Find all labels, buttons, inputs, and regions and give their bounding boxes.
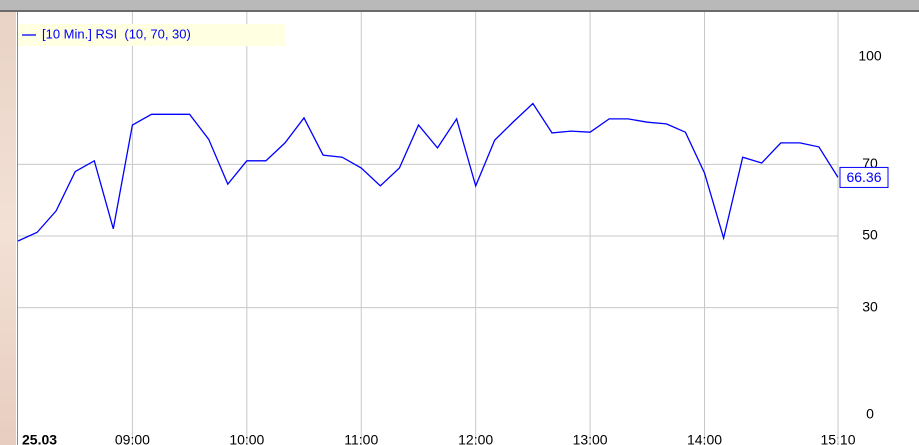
x-tick-label: 12:00 (458, 432, 493, 445)
x-tick-label: 10:00 (229, 432, 264, 445)
y-tick-label: 50 (862, 227, 878, 243)
last-value-label: 66.36 (846, 169, 881, 185)
x-tick-label: 11:00 (344, 432, 378, 445)
top-border (0, 10, 919, 12)
y-tick-label: 30 (862, 298, 878, 314)
y-tick-label: 100 (858, 48, 882, 64)
y-tick-label: 0 (866, 406, 874, 422)
side-strip (0, 12, 16, 445)
x-tick-label: 13:00 (573, 432, 608, 445)
x-tick-label: 09:00 (115, 432, 150, 445)
x-tick-label: 25.03 (22, 432, 57, 445)
top-bar (0, 0, 919, 10)
x-tick-label: 14:00 (687, 432, 722, 445)
legend-box (18, 24, 286, 46)
legend-label: [10 Min.] RSI (10, 70, 30) (42, 26, 191, 41)
rsi-line (17, 102, 839, 242)
last-value-box (839, 166, 889, 188)
